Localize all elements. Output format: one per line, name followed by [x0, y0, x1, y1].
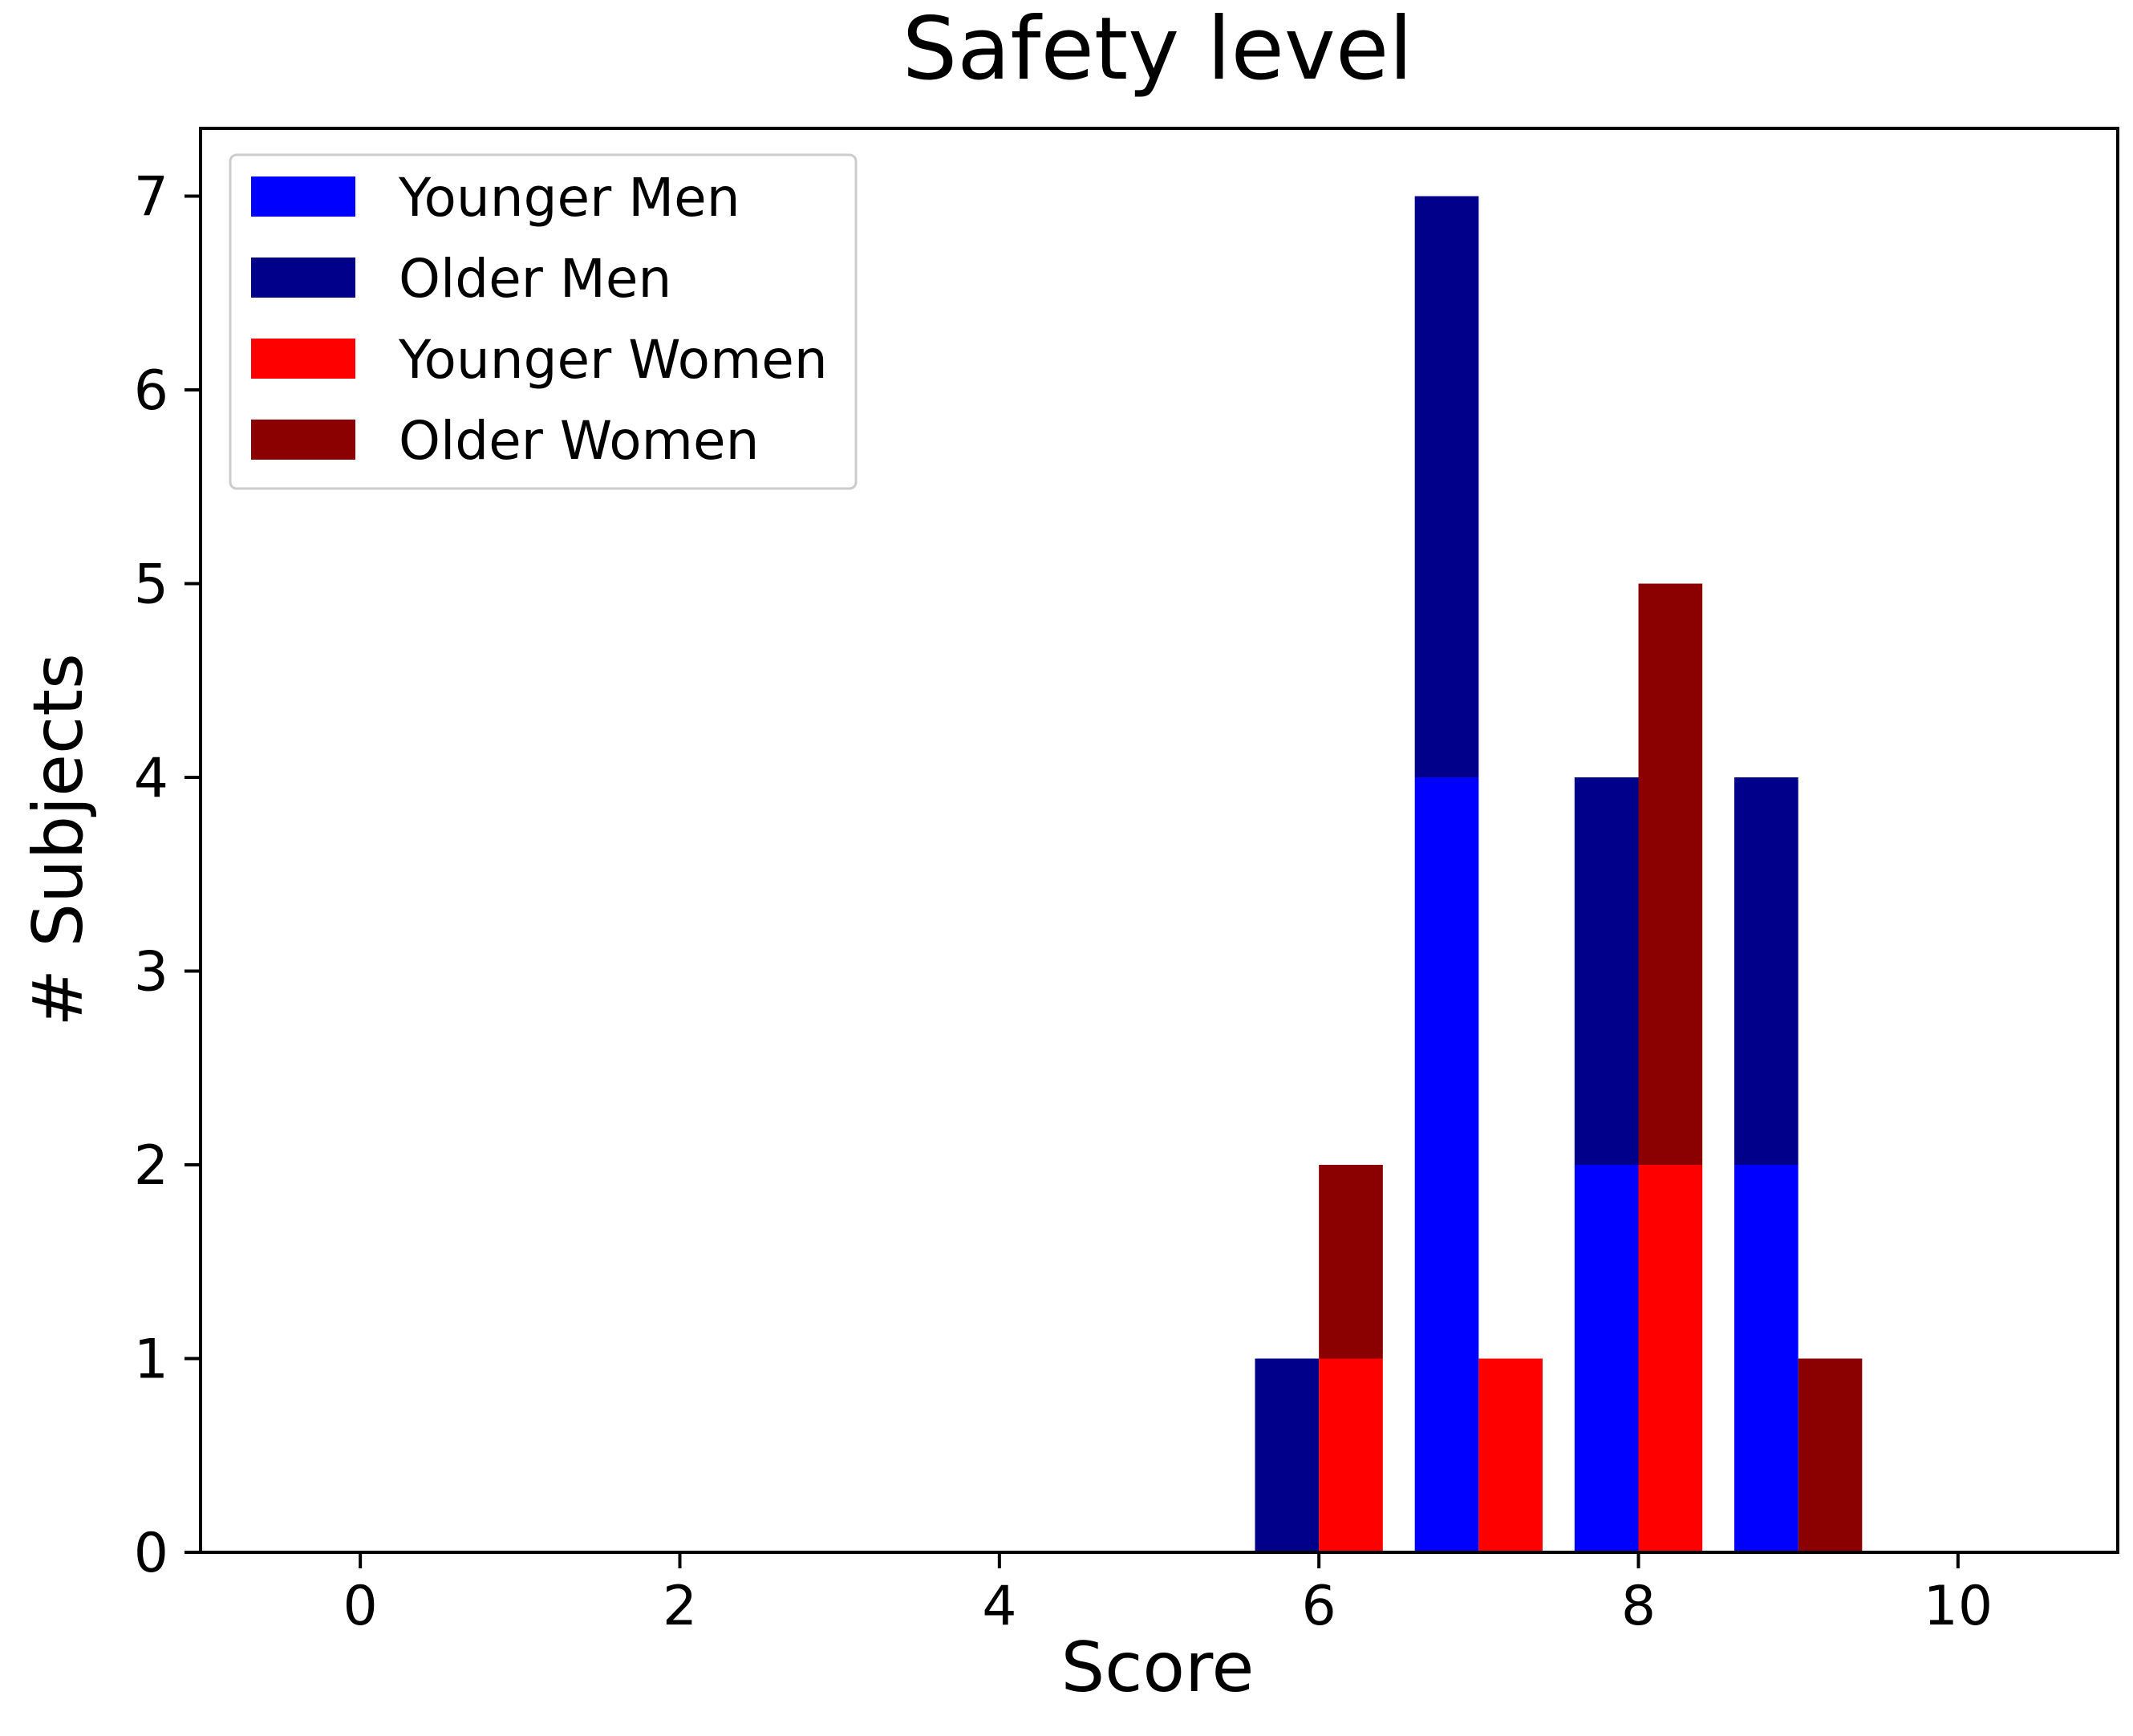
bar-younger-men-score-7	[1414, 777, 1479, 1552]
x-axis-ticks: 0 2 4 6 8 10	[343, 1552, 1993, 1638]
bar-younger-men-score-8	[1574, 1165, 1639, 1552]
bar-younger-men-score-9	[1734, 1165, 1798, 1552]
y-tick-label-0: 0	[134, 1522, 168, 1585]
bar-older-men-score-9	[1734, 777, 1798, 1166]
y-tick-label-7: 7	[134, 166, 168, 229]
bar-older-women-score-9	[1798, 1358, 1863, 1552]
y-tick-label-6: 6	[134, 359, 168, 423]
bar-younger-women-score-8	[1638, 1165, 1703, 1552]
legend: Younger Men Older Men Younger Women Older W…	[229, 153, 858, 490]
bar-older-men-score-8	[1574, 777, 1639, 1166]
bar-older-women-score-6	[1319, 1165, 1383, 1359]
legend-swatch-older-women	[251, 420, 355, 460]
y-axis-label: # Subjects	[18, 653, 99, 1027]
y-tick-label-3: 3	[134, 941, 168, 1004]
legend-swatch-older-men	[251, 258, 355, 298]
legend-label-older-men: Older Men	[399, 248, 671, 310]
chart-title: Safety level	[902, 0, 1413, 99]
y-tick-label-4: 4	[134, 747, 168, 810]
x-tick-label-6: 6	[1302, 1575, 1336, 1638]
x-tick-label-10: 10	[1924, 1575, 1993, 1638]
legend-label-older-women: Older Women	[399, 410, 759, 472]
x-tick-label-4: 4	[982, 1575, 1016, 1638]
y-tick-label-5: 5	[134, 554, 168, 617]
bar-younger-women-score-6	[1319, 1358, 1383, 1552]
bars-layer	[1255, 196, 1863, 1552]
legend-label-younger-men: Younger Men	[398, 167, 740, 229]
legend-swatch-younger-women	[251, 339, 355, 379]
y-tick-label-1: 1	[134, 1328, 168, 1392]
x-tick-label-2: 2	[663, 1575, 697, 1638]
y-tick-label-2: 2	[134, 1134, 168, 1198]
plot-frame	[199, 127, 2119, 1554]
bar-older-men-score-7	[1414, 196, 1479, 778]
y-axis-ticks: 0 1 2 3 4 5 6 7	[134, 166, 201, 1585]
bar-older-men-score-6	[1255, 1358, 1320, 1552]
x-tick-label-8: 8	[1621, 1575, 1656, 1638]
bar-younger-women-score-7	[1478, 1358, 1543, 1552]
bar-older-women-score-8	[1638, 583, 1703, 1166]
x-axis-label: Score	[1061, 1628, 1255, 1708]
legend-label-younger-women: Younger Women	[398, 329, 828, 391]
x-tick-label-0: 0	[343, 1575, 378, 1638]
legend-swatch-younger-men	[251, 176, 355, 217]
legend-box	[229, 153, 858, 490]
